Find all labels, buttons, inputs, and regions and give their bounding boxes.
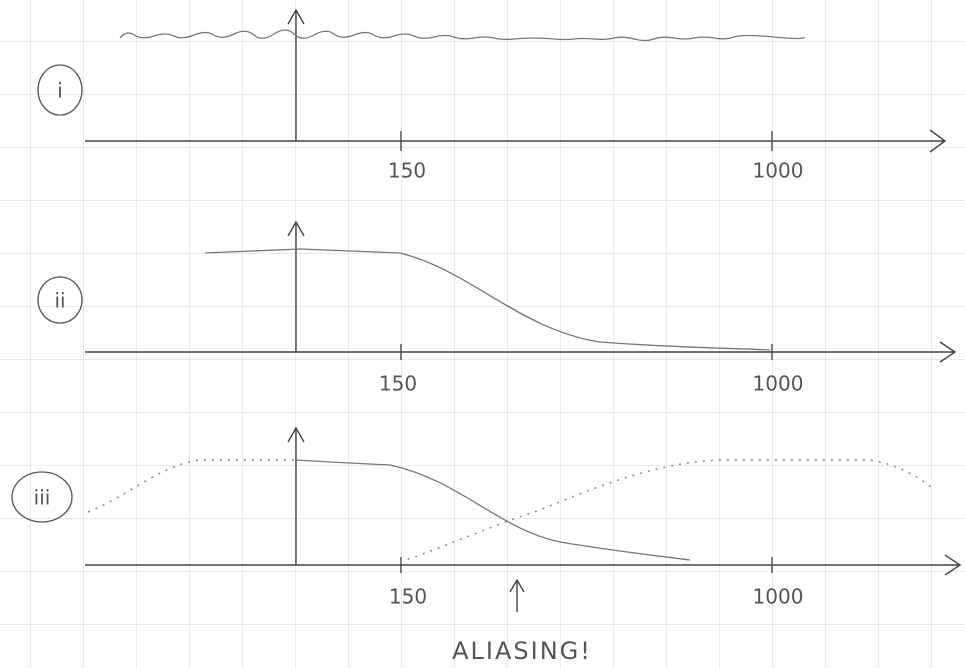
- graph-paper: [0, 0, 965, 668]
- panel-label: i: [57, 79, 63, 103]
- panel-label: ii: [54, 289, 65, 313]
- tick-label: 150: [388, 159, 426, 183]
- sketch: i 150 1000 ii 150 1000 iii 150 1000 ALIA…: [0, 0, 965, 668]
- annotation: ALIASING!: [452, 637, 592, 665]
- tick-label: 150: [379, 372, 417, 396]
- tick-label: 1000: [753, 159, 804, 183]
- tick-label: 1000: [753, 585, 804, 609]
- page: i 150 1000 ii 150 1000 iii 150 1000 ALIA…: [0, 0, 965, 668]
- tick-label: 1000: [753, 372, 804, 396]
- panel-label: iii: [34, 486, 51, 510]
- tick-label: 150: [389, 585, 427, 609]
